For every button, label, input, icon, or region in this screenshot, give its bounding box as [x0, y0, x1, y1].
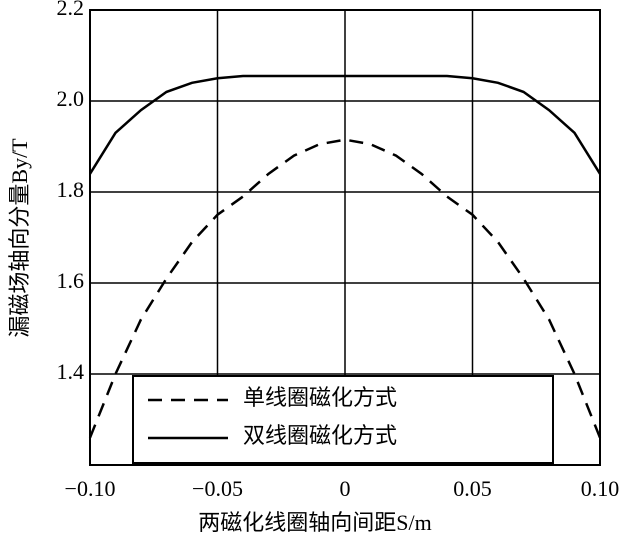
legend-label: 双线圈磁化方式: [243, 423, 397, 448]
y-tick-label: 2.0: [57, 86, 85, 111]
x-tick-label: 0: [340, 476, 351, 501]
x-tick-label: 0.05: [453, 476, 492, 501]
legend-label: 单线圈磁化方式: [243, 385, 397, 410]
y-tick-label: 1.6: [57, 268, 85, 293]
plot-frame: [89, 9, 601, 466]
y-tick-label: 2.2: [57, 0, 85, 20]
line-series: [88, 74, 602, 175]
x-tick-label: −0.05: [192, 476, 243, 501]
x-tick-label: 0.10: [581, 476, 620, 501]
x-axis-label: 两磁化线圈轴向间距S/m: [198, 510, 431, 535]
legend-box: [132, 375, 554, 464]
x-tick-label: −0.10: [65, 476, 116, 501]
y-tick-label: 1.4: [57, 359, 85, 384]
line-series: [88, 138, 602, 439]
y-axis-label: 漏磁场轴向分量By/T: [7, 138, 32, 338]
y-tick-label: 1.8: [57, 177, 85, 202]
